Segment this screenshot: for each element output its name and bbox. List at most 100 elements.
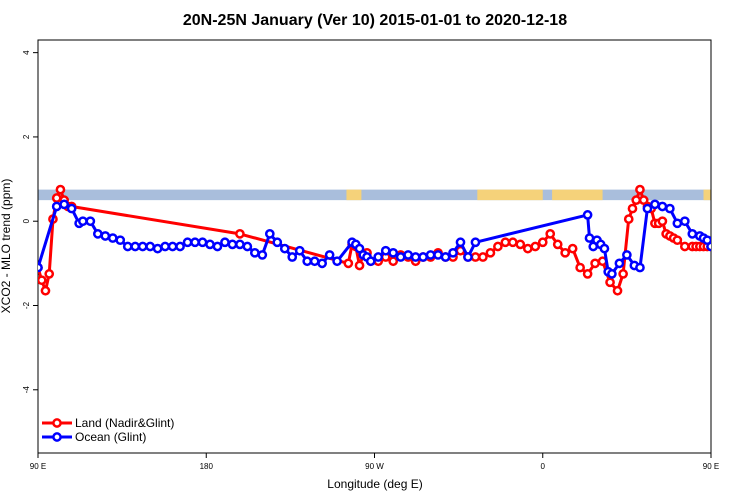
data-point bbox=[38, 275, 47, 286]
data-point bbox=[257, 250, 268, 260]
data-point bbox=[388, 256, 399, 267]
chart-title: 20N-25N January (Ver 10) 2015-01-01 to 2… bbox=[183, 12, 567, 29]
data-point bbox=[107, 233, 118, 243]
data-point bbox=[455, 237, 466, 248]
data-point bbox=[440, 252, 451, 262]
data-point bbox=[242, 241, 253, 252]
data-point bbox=[607, 269, 617, 279]
data-point bbox=[152, 243, 163, 254]
data-point bbox=[395, 252, 406, 262]
data-point bbox=[433, 250, 443, 260]
data-point bbox=[205, 239, 215, 250]
data-point bbox=[463, 252, 473, 262]
data-point bbox=[410, 252, 421, 262]
data-point bbox=[500, 237, 511, 248]
data-point bbox=[145, 241, 156, 252]
data-point bbox=[515, 239, 526, 250]
data-point bbox=[92, 229, 103, 239]
map-strip bbox=[38, 189, 711, 201]
data-point bbox=[373, 252, 384, 262]
data-point bbox=[672, 218, 683, 229]
legend-label: Land (Nadir&Glint) bbox=[75, 416, 174, 430]
data-point bbox=[309, 256, 320, 267]
data-point bbox=[679, 241, 690, 252]
data-point bbox=[687, 229, 698, 239]
data-point bbox=[175, 241, 185, 252]
data-point bbox=[130, 241, 141, 252]
data-point bbox=[294, 245, 305, 256]
data-point bbox=[582, 269, 593, 279]
legend: Land (Nadir&Glint)Ocean (Glint) bbox=[42, 416, 174, 444]
data-point bbox=[365, 256, 376, 267]
data-point bbox=[227, 239, 238, 250]
data-point bbox=[448, 247, 458, 258]
data-point bbox=[567, 243, 578, 254]
data-point bbox=[122, 241, 133, 252]
data-point bbox=[380, 245, 391, 256]
data-point bbox=[212, 241, 223, 252]
data-point bbox=[197, 237, 208, 248]
map-strip-land bbox=[703, 189, 711, 201]
data-point bbox=[650, 199, 660, 210]
data-point bbox=[706, 241, 711, 252]
data-point bbox=[332, 256, 342, 267]
data-point bbox=[115, 235, 126, 246]
data-point bbox=[560, 247, 571, 258]
data-point bbox=[552, 239, 563, 250]
data-point bbox=[418, 252, 428, 262]
y-tick-label: 4 bbox=[22, 50, 31, 55]
data-point bbox=[317, 258, 328, 269]
data-point bbox=[51, 193, 62, 203]
data-point bbox=[665, 203, 675, 214]
y-tick-label: 0 bbox=[22, 218, 31, 223]
data-point bbox=[59, 199, 70, 210]
data-point bbox=[235, 239, 245, 250]
data-point bbox=[235, 229, 245, 239]
x-axis-label: Longitude (deg E) bbox=[327, 477, 422, 491]
data-point bbox=[618, 269, 628, 279]
map-strip-land bbox=[346, 189, 362, 201]
data-point bbox=[302, 256, 313, 267]
data-point bbox=[182, 237, 193, 248]
data-point bbox=[470, 252, 481, 262]
data-point bbox=[622, 250, 632, 260]
x-tick-label: 0 bbox=[541, 462, 546, 471]
x-tick-label: 90 W bbox=[365, 462, 384, 471]
data-point bbox=[657, 216, 668, 227]
data-point bbox=[38, 262, 43, 273]
data-point bbox=[470, 237, 481, 248]
data-point bbox=[403, 250, 413, 260]
y-axis: -4 -2 0 2 4 bbox=[22, 50, 38, 393]
y-tick-label: -4 bbox=[22, 386, 31, 394]
data-point bbox=[478, 252, 488, 262]
y-axis-label: XCO2 - MLO trend (ppm) bbox=[0, 179, 13, 314]
x-axis: 90 E 180 90 W 0 90 E bbox=[30, 453, 719, 471]
data-point bbox=[137, 241, 148, 252]
data-point bbox=[250, 247, 260, 258]
data-point bbox=[590, 258, 600, 269]
legend-marker bbox=[52, 432, 62, 442]
data-point bbox=[631, 195, 642, 205]
data-point bbox=[605, 277, 615, 288]
data-point bbox=[264, 229, 275, 239]
data-point bbox=[55, 184, 66, 195]
data-point bbox=[287, 252, 298, 262]
data-point bbox=[343, 258, 354, 269]
data-point bbox=[272, 237, 283, 248]
data-point bbox=[485, 247, 496, 258]
data-point bbox=[85, 216, 96, 227]
data-point bbox=[190, 237, 200, 248]
data-point bbox=[220, 237, 230, 248]
data-point bbox=[635, 184, 645, 195]
data-point bbox=[642, 203, 653, 214]
data-point bbox=[66, 203, 77, 214]
data-point bbox=[100, 231, 111, 241]
data-point bbox=[44, 269, 55, 279]
x-tick-label: 90 E bbox=[703, 462, 719, 471]
data-point bbox=[160, 241, 170, 252]
data-point bbox=[388, 247, 399, 258]
data-point bbox=[40, 285, 51, 296]
data-point bbox=[623, 214, 634, 224]
data-point bbox=[493, 241, 503, 252]
data-point bbox=[575, 262, 585, 273]
